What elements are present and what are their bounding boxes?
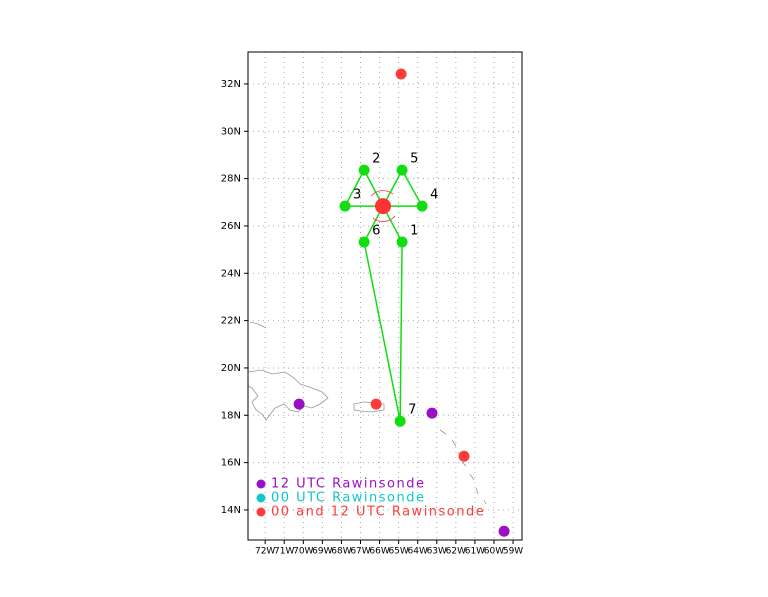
- legend-marker: [256, 493, 266, 503]
- y-tick-label: 26N: [221, 221, 241, 232]
- map-frame: [247, 51, 523, 541]
- coastline: [353, 401, 385, 413]
- rawinsonde-station: [293, 398, 305, 410]
- rawinsonde-station: [370, 398, 382, 410]
- x-tick-label: 67W: [350, 547, 370, 557]
- dropsonde-point: [394, 415, 406, 427]
- x-tick-label: 60W: [484, 547, 504, 557]
- point-label: 2: [372, 152, 380, 167]
- y-tick-label: 20N: [221, 363, 241, 374]
- wind-radius: [370, 190, 396, 222]
- dropsonde-point: [416, 200, 428, 212]
- y-tick-label: 32N: [221, 79, 241, 90]
- x-tick-label: 63W: [427, 547, 447, 557]
- x-tick-label: 66W: [369, 547, 389, 557]
- point-label: 5: [410, 152, 418, 167]
- coastline: [249, 321, 267, 329]
- x-tick-label: 65W: [388, 547, 408, 557]
- dropsonde-point: [358, 164, 370, 176]
- y-tick-label: 24N: [221, 268, 241, 279]
- storm-center: [374, 198, 391, 215]
- x-tick-label: 61W: [465, 547, 485, 557]
- y-tick-label: 30N: [221, 126, 241, 137]
- rawinsonde-station: [395, 68, 407, 80]
- point-label: 3: [353, 188, 361, 203]
- point-label: 7: [408, 403, 416, 418]
- coastline: [439, 429, 487, 505]
- x-tick-label: 59W: [503, 547, 523, 557]
- legend-marker: [256, 507, 266, 517]
- x-tick-label: 62W: [446, 547, 466, 557]
- x-tick-label: 68W: [331, 547, 351, 557]
- x-tick-label: 72W: [255, 547, 275, 557]
- y-tick-label: 16N: [221, 458, 241, 469]
- dropsonde-point: [396, 164, 408, 176]
- y-tick-label: 22N: [221, 316, 241, 327]
- coastline: [247, 369, 329, 421]
- rawinsonde-station: [426, 407, 438, 419]
- y-tick-label: 14N: [221, 505, 241, 516]
- legend-label: 00 and 12 UTC Rawinsonde: [271, 505, 485, 520]
- legend-marker: [256, 479, 266, 489]
- legend-label: 00 UTC Rawinsonde: [271, 491, 426, 506]
- dropsonde-point: [339, 200, 351, 212]
- x-tick-label: 69W: [312, 547, 332, 557]
- x-tick-label: 71W: [274, 547, 294, 557]
- rawinsonde-station: [498, 525, 510, 537]
- legend-label: 12 UTC Rawinsonde: [271, 477, 426, 492]
- y-tick-label: 28N: [221, 174, 241, 185]
- y-tick-label: 18N: [221, 410, 241, 421]
- point-label: 1: [410, 224, 418, 239]
- flight-track: [344, 169, 423, 422]
- dropsonde-point: [358, 236, 370, 248]
- point-label: 6: [372, 224, 380, 239]
- dropsonde-point: [396, 236, 408, 248]
- point-label: 4: [430, 188, 438, 203]
- rawinsonde-station: [458, 450, 470, 462]
- x-tick-label: 70W: [293, 547, 313, 557]
- x-tick-label: 64W: [408, 547, 428, 557]
